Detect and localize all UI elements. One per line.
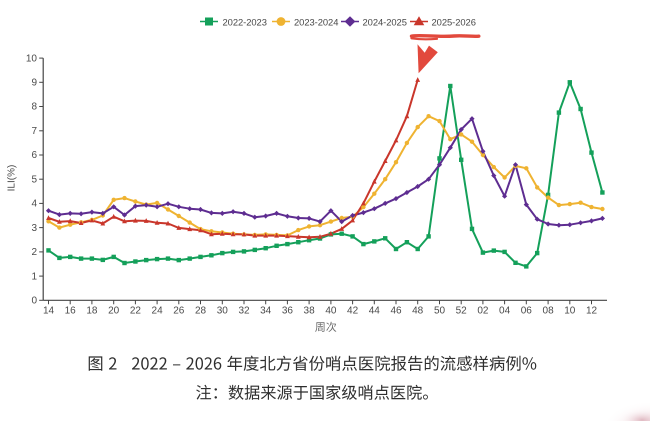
svg-text:28: 28	[195, 306, 207, 317]
svg-text:32: 32	[238, 306, 250, 317]
svg-text:52: 52	[456, 306, 468, 317]
svg-text:2022-2023: 2022-2023	[223, 16, 267, 27]
svg-text:9: 9	[31, 78, 37, 89]
svg-text:2024-2025: 2024-2025	[363, 16, 407, 27]
svg-text:44: 44	[369, 306, 381, 317]
svg-text:3: 3	[31, 223, 37, 234]
svg-text:10: 10	[564, 306, 576, 317]
svg-text:34: 34	[260, 306, 272, 317]
svg-text:24: 24	[152, 306, 164, 317]
svg-text:04: 04	[499, 306, 511, 317]
svg-text:7: 7	[31, 126, 37, 137]
svg-text:2023-2024: 2023-2024	[294, 16, 338, 27]
svg-text:4: 4	[31, 199, 37, 210]
svg-text:06: 06	[521, 306, 533, 317]
svg-text:38: 38	[304, 306, 316, 317]
svg-text:14: 14	[43, 306, 55, 317]
svg-text:22: 22	[130, 306, 142, 317]
svg-text:12: 12	[586, 306, 598, 317]
svg-text:1: 1	[31, 271, 37, 282]
svg-text:20: 20	[108, 306, 120, 317]
svg-text:5: 5	[31, 174, 37, 185]
svg-text:ILI(%): ILI(%)	[7, 165, 18, 192]
svg-text:10: 10	[26, 53, 38, 64]
svg-text:18: 18	[86, 306, 98, 317]
svg-text:2025-2026: 2025-2026	[432, 16, 476, 27]
svg-text:42: 42	[347, 306, 359, 317]
svg-text:46: 46	[390, 306, 402, 317]
svg-text:36: 36	[282, 306, 294, 317]
svg-text:40: 40	[325, 306, 337, 317]
svg-text:08: 08	[543, 306, 555, 317]
svg-text:26: 26	[173, 306, 185, 317]
svg-text:16: 16	[65, 306, 77, 317]
svg-text:2: 2	[31, 247, 37, 258]
svg-text:30: 30	[217, 306, 229, 317]
svg-text:0: 0	[31, 296, 37, 307]
svg-text:02: 02	[477, 306, 489, 317]
svg-text:8: 8	[31, 102, 37, 113]
svg-text:48: 48	[412, 306, 424, 317]
svg-text:50: 50	[434, 306, 446, 317]
svg-text:6: 6	[31, 150, 37, 161]
